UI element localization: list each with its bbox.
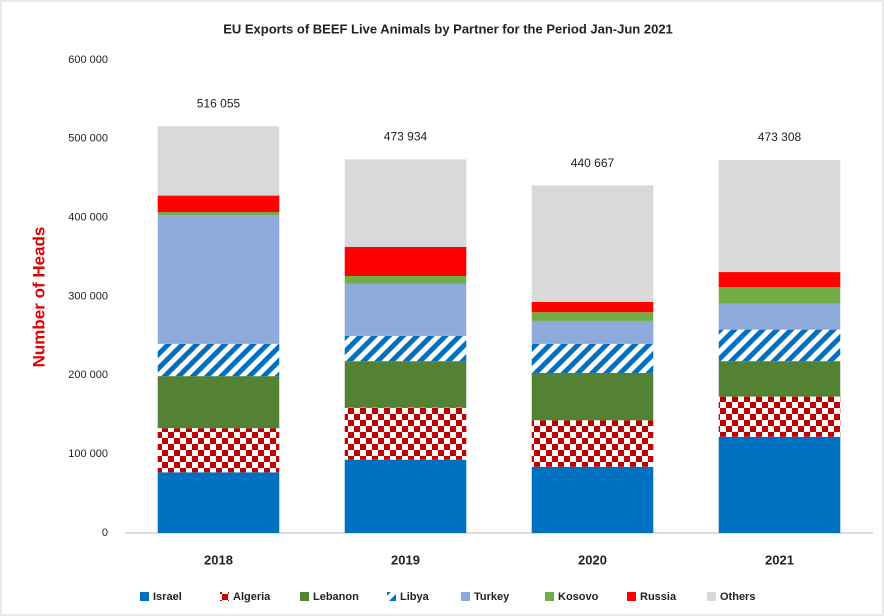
bar-segment — [718, 272, 841, 288]
total-label: 516 055 — [197, 96, 241, 110]
y-tick-label: 500 000 — [68, 133, 108, 145]
legend-label: Kosovo — [558, 591, 599, 603]
y-tick-label: 600 000 — [68, 54, 108, 66]
bar-segment — [344, 335, 467, 362]
bar-segment — [157, 376, 280, 429]
x-tick-label: 2018 — [204, 552, 233, 567]
legend-label: Russia — [640, 591, 677, 603]
bar-segment — [531, 466, 654, 533]
y-tick-label: 0 — [102, 527, 108, 539]
bar-segment — [531, 302, 654, 313]
x-tick-label: 2020 — [578, 552, 607, 567]
legend-swatch — [707, 592, 716, 601]
bar-segment — [718, 361, 841, 397]
legend-label: Others — [720, 591, 755, 603]
bar-segment — [344, 283, 467, 336]
bar-segment — [157, 126, 280, 196]
bar-segment — [718, 396, 841, 437]
chart-title: EU Exports of BEEF Live Animals by Partn… — [223, 21, 673, 36]
bar-segment — [531, 420, 654, 467]
bar-segment — [718, 303, 841, 330]
bar-segment — [157, 195, 280, 213]
legend-swatch — [545, 592, 554, 601]
bar-segment — [344, 407, 467, 460]
bar-segment — [718, 160, 841, 273]
legend-swatch — [627, 592, 636, 601]
bar-segment — [344, 159, 467, 247]
bar-segment — [718, 287, 841, 304]
bar-segment — [344, 361, 467, 408]
legend-label: Israel — [153, 591, 182, 603]
bar-segment — [531, 343, 654, 373]
y-tick-label: 300 000 — [68, 290, 108, 302]
bar-segment — [157, 472, 280, 533]
legend-label: Algeria — [233, 591, 271, 603]
x-tick-label: 2021 — [765, 552, 794, 567]
bar-segment — [157, 212, 280, 216]
bar-segment — [718, 436, 841, 533]
bar-segment — [344, 459, 467, 533]
legend-swatch — [140, 592, 149, 601]
bar-segment — [344, 276, 467, 284]
legend-swatch — [300, 592, 309, 601]
legend-swatch — [220, 592, 229, 601]
bar-segment — [344, 246, 467, 277]
x-tick-label: 2019 — [391, 552, 420, 567]
bar-segment — [157, 215, 280, 344]
bar-segment — [157, 428, 280, 473]
legend-label: Libya — [400, 591, 430, 603]
bar-segment — [718, 329, 841, 362]
legend-swatch — [387, 592, 396, 601]
total-label: 473 934 — [384, 130, 428, 144]
bar-segment — [531, 312, 654, 321]
legend-label: Turkey — [474, 591, 510, 603]
bar-segment — [531, 372, 654, 421]
bar-segment — [531, 320, 654, 344]
bar-segment — [157, 343, 280, 377]
bar-segment — [531, 185, 654, 303]
y-tick-label: 200 000 — [68, 369, 108, 381]
total-label: 440 667 — [571, 156, 615, 170]
y-axis-label: Number of Heads — [29, 227, 48, 368]
legend-label: Lebanon — [313, 591, 359, 603]
y-tick-label: 100 000 — [68, 448, 108, 460]
total-label: 473 308 — [758, 130, 802, 144]
y-tick-label: 400 000 — [68, 212, 108, 224]
legend-swatch — [461, 592, 470, 601]
